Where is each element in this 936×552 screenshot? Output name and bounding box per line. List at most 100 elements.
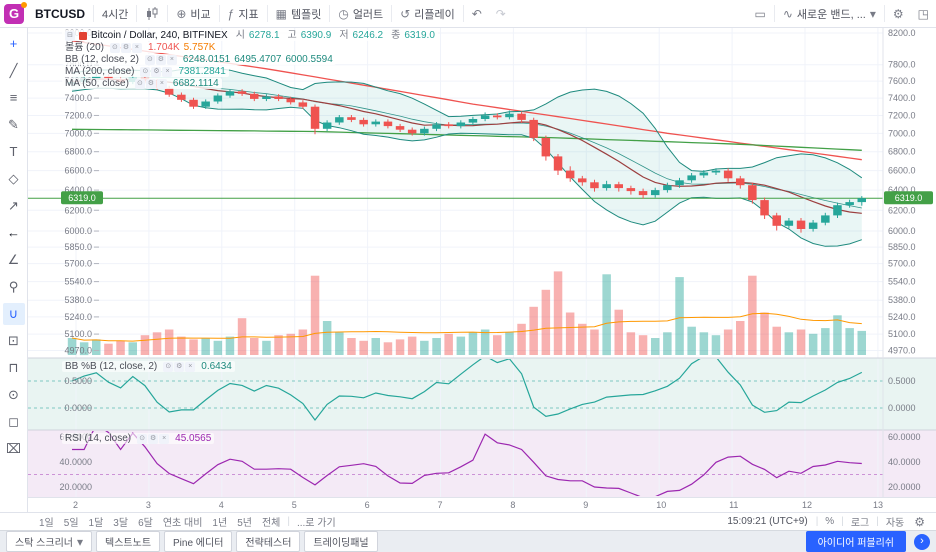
- tab-strategy-tester[interactable]: 전략테스터: [236, 531, 301, 552]
- legend-chip-icon[interactable]: ×: [162, 66, 173, 77]
- candle: [553, 156, 563, 171]
- legend-chip-icon[interactable]: ⊙: [144, 54, 155, 65]
- range-all-button[interactable]: 전체: [261, 518, 281, 529]
- legend-chip-icon[interactable]: ×: [159, 433, 170, 444]
- crosshair-tool[interactable]: +: [9, 36, 18, 51]
- drawing-mode-tool[interactable]: ⊡: [8, 333, 19, 348]
- volume-bar: [723, 329, 733, 355]
- candlestick-chart[interactable]: 8200.08200.07800.07800.07600.07600.07400…: [28, 28, 936, 497]
- legend-chip-icon[interactable]: ⚙: [151, 66, 162, 77]
- bb-lower-value: 6000.5594: [285, 54, 333, 65]
- range-ytd-button[interactable]: 연초 대비: [162, 518, 203, 529]
- goto-date-button[interactable]: ...로 가기: [296, 518, 336, 529]
- replay-button[interactable]: ↺ 리플레이: [393, 3, 462, 25]
- log-scale-button[interactable]: 로그: [850, 518, 870, 529]
- legend-chip-icon[interactable]: ⊙: [140, 66, 151, 77]
- candle: [663, 185, 672, 191]
- shapes-tool[interactable]: ◻: [8, 414, 19, 429]
- legend-chip-icon[interactable]: ×: [185, 361, 196, 372]
- magnet-tool[interactable]: ∪: [2, 303, 25, 325]
- separator: [218, 5, 220, 22]
- price-scale[interactable]: [883, 28, 936, 497]
- alert-icon: ◷: [338, 6, 349, 21]
- legend-chip-icon[interactable]: ⊙: [109, 42, 120, 53]
- legend-chip-icon[interactable]: ×: [156, 78, 167, 89]
- brush-tool[interactable]: ✎: [8, 117, 19, 132]
- measure-tool[interactable]: ∠: [7, 252, 20, 267]
- candle: [614, 184, 623, 189]
- range-5y-button[interactable]: 5년: [237, 518, 252, 529]
- redo-button[interactable]: ↷: [489, 4, 513, 24]
- symbol-legend-row: ⊟ Bitcoin / Dollar, 240, BITFINEX 시 6278.…: [62, 30, 438, 41]
- compare-button[interactable]: ⊕ 비교: [169, 3, 217, 25]
- trendline-tool[interactable]: ╱: [9, 63, 18, 78]
- chart-style-button[interactable]: [138, 4, 166, 24]
- legend-chip-icon[interactable]: ⊙: [163, 361, 174, 372]
- forecast-tool[interactable]: ↗: [8, 198, 19, 213]
- pattern-tool[interactable]: ◇: [8, 171, 19, 186]
- candle: [711, 170, 721, 173]
- volume-bar: [480, 329, 490, 355]
- volume-bar: [699, 332, 709, 355]
- interval-button[interactable]: 4시간: [95, 3, 135, 25]
- range-6m-button[interactable]: 6달: [138, 518, 153, 529]
- time-tick-label: 5: [291, 500, 297, 510]
- volume-ma-line: [71, 312, 862, 342]
- zoom-tool[interactable]: ⚲: [8, 279, 19, 294]
- collapse-legend-icon[interactable]: ⊟: [65, 30, 75, 41]
- price-tick-label: 6600.0: [888, 166, 916, 176]
- clock-label[interactable]: 15:09:21 (UTC+9): [727, 516, 808, 527]
- volume-bar: [602, 274, 611, 356]
- price-tick-label: 5850.0: [888, 242, 916, 252]
- range-5d-button[interactable]: 5일: [63, 518, 79, 529]
- range-1d-button[interactable]: 1일: [39, 518, 54, 529]
- legend-chip-icon[interactable]: ⚙: [120, 42, 131, 53]
- indicators-label: 지표: [238, 8, 259, 21]
- tab-stock-screener[interactable]: 스탁 스크리너 ▾: [6, 531, 93, 552]
- symbol-button[interactable]: BTCUSD: [28, 4, 92, 24]
- range-1y-button[interactable]: 1년: [212, 518, 228, 529]
- fullscreen-button[interactable]: ◳: [911, 4, 936, 24]
- legend-chip-icon[interactable]: ⊙: [134, 78, 145, 89]
- expand-panel-button[interactable]: ›: [914, 533, 930, 550]
- legend-chip-icon[interactable]: ⚙: [155, 54, 166, 65]
- candlestick-icon: [147, 6, 158, 20]
- undo-button[interactable]: ↶: [465, 4, 489, 24]
- text-tool[interactable]: T: [9, 144, 18, 159]
- lock-tool[interactable]: ⊓: [8, 360, 19, 375]
- templates-button[interactable]: ▦ 템플릿: [269, 3, 329, 25]
- tab-trading-panel[interactable]: 트레이딩패널: [304, 531, 378, 552]
- chart-area[interactable]: 8200.08200.07800.07800.07600.07600.07400…: [28, 28, 936, 497]
- legend-chip-icon[interactable]: ×: [131, 42, 142, 53]
- saved-bands-button[interactable]: ∿ 새로운 밴드, ... ▾: [776, 3, 883, 25]
- range-1m-button[interactable]: 1달: [88, 518, 104, 529]
- chart-settings-button[interactable]: ⚙: [886, 4, 911, 24]
- fib-retracement-tool[interactable]: ≡: [9, 90, 18, 105]
- legend-chip-icon[interactable]: ⚙: [148, 433, 159, 444]
- app-logo[interactable]: G: [0, 0, 28, 28]
- time-scale[interactable]: 2 3 4 5 6 7 8 9 10 11 12 13: [28, 497, 936, 513]
- auto-scale-button[interactable]: 자동: [885, 518, 905, 529]
- tab-pine-editor[interactable]: Pine 에디터: [164, 531, 233, 552]
- separator: [329, 5, 331, 22]
- legend-chip-icon[interactable]: ⚙: [145, 78, 156, 89]
- indicators-icon: ƒ: [227, 6, 235, 21]
- publish-idea-button[interactable]: 아이디어 퍼블리쉬: [805, 531, 906, 552]
- templates-label: 템플릿: [290, 8, 322, 21]
- legend-chip-icon[interactable]: ⊙: [137, 433, 148, 444]
- percent-scale-button[interactable]: %: [825, 516, 835, 527]
- legend-chip-icon[interactable]: ×: [166, 54, 177, 65]
- tab-text-notes[interactable]: 텍스트노트: [96, 531, 161, 552]
- range-3m-button[interactable]: 3달: [113, 518, 129, 529]
- alert-button[interactable]: ◷ 얼러트: [331, 3, 390, 25]
- hide-drawings-tool[interactable]: ⊙: [8, 387, 19, 402]
- scale-settings-button[interactable]: ⚙: [909, 515, 930, 529]
- remove-drawings-tool[interactable]: ⌧: [6, 441, 21, 456]
- separator: [167, 5, 169, 22]
- legend-chip-icon[interactable]: ⚙: [174, 361, 185, 372]
- arrow-tool[interactable]: ←: [7, 225, 20, 240]
- candle: [796, 220, 806, 229]
- candle: [189, 99, 198, 107]
- layout-button[interactable]: ▭: [748, 4, 773, 24]
- indicators-button[interactable]: ƒ 지표: [221, 3, 266, 25]
